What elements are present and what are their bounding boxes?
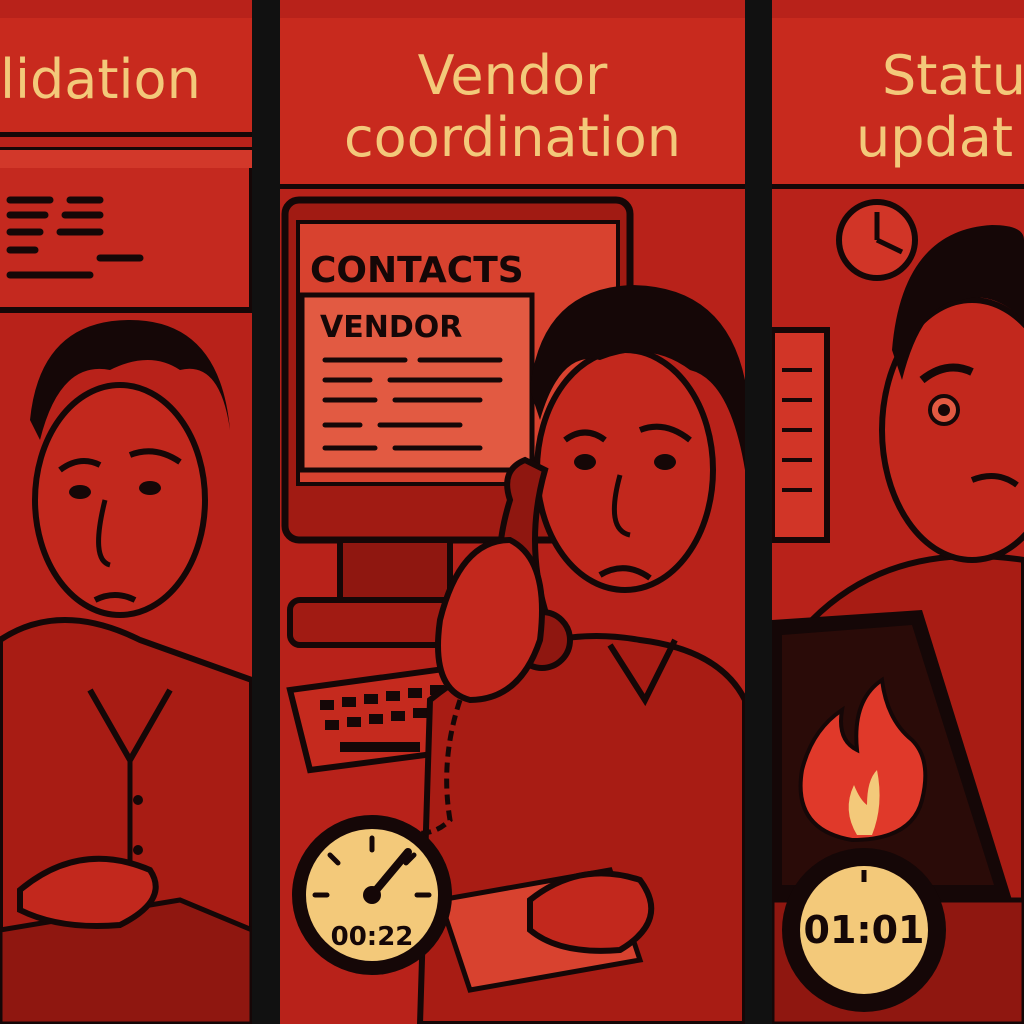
panel-2-title-line-2: coordination [343, 106, 682, 169]
panel-3-title-line-1: Statu [882, 44, 1024, 107]
stopwatch-icon [292, 815, 452, 975]
panel-3-title-band [772, 18, 1024, 189]
stopwatch-icon [782, 848, 946, 1012]
timer-readout: 00:22 [330, 922, 414, 952]
panel-1-illustration [0, 0, 252, 1024]
panel-1-title-line-1: lidation [0, 48, 201, 111]
panel-status-updates: Statu updat 01:01 [772, 0, 1024, 1024]
panel-2-title-line-1: Vendor [417, 44, 608, 107]
panel-vendor-coordination: Vendor coordination CONTACTS VENDOR 00:2… [280, 0, 745, 1024]
contacts-header: CONTACTS [310, 250, 524, 291]
timer-readout: 01:01 [803, 908, 925, 952]
wall-clock-icon [836, 199, 918, 281]
panel-validation: lidation [0, 0, 252, 1024]
vendor-subheader: VENDOR [320, 310, 463, 345]
panel-2-title-band [280, 18, 745, 189]
flame-icon [798, 676, 928, 843]
panel-1-title-band [0, 18, 252, 137]
panel-3-title-line-2: updat [856, 106, 1014, 169]
panel-3-illustration [772, 0, 1024, 1024]
